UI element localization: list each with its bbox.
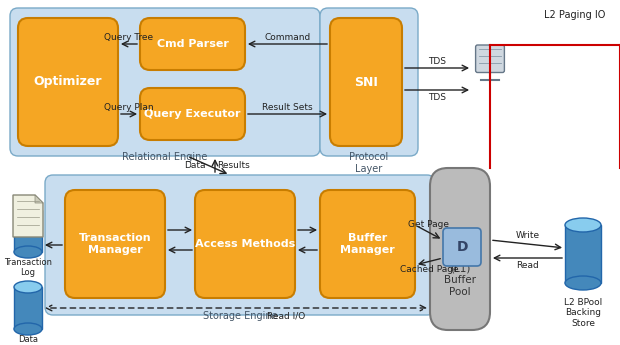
Text: Results: Results xyxy=(216,161,249,170)
FancyBboxPatch shape xyxy=(320,190,415,298)
Polygon shape xyxy=(13,195,43,237)
FancyBboxPatch shape xyxy=(10,8,320,156)
Text: Storage Engine: Storage Engine xyxy=(203,311,277,321)
Text: TDS: TDS xyxy=(428,92,446,101)
Text: Result Sets: Result Sets xyxy=(262,102,313,111)
Polygon shape xyxy=(35,195,43,203)
Text: Command: Command xyxy=(264,32,311,41)
FancyBboxPatch shape xyxy=(45,175,435,315)
Text: SNI: SNI xyxy=(354,76,378,89)
Polygon shape xyxy=(14,210,42,252)
Ellipse shape xyxy=(565,276,601,290)
Text: Access Methods: Access Methods xyxy=(195,239,295,249)
Text: Write: Write xyxy=(515,231,539,240)
Text: TDS: TDS xyxy=(428,57,446,66)
Text: L2 Paging IO: L2 Paging IO xyxy=(544,10,606,20)
Text: Query Plan: Query Plan xyxy=(104,102,154,111)
Text: Read: Read xyxy=(516,262,539,270)
Text: Buffer
Manager: Buffer Manager xyxy=(340,233,395,255)
FancyBboxPatch shape xyxy=(195,190,295,298)
Text: Read I/O: Read I/O xyxy=(267,312,305,321)
FancyBboxPatch shape xyxy=(18,18,118,146)
Text: Data
Files: Data Files xyxy=(18,335,38,345)
Text: Optimizer: Optimizer xyxy=(33,76,102,89)
Text: Protocol
Layer: Protocol Layer xyxy=(350,152,389,174)
Text: Get Page: Get Page xyxy=(409,220,450,229)
Text: L2 BPool
Backing
Store: L2 BPool Backing Store xyxy=(564,298,602,328)
FancyBboxPatch shape xyxy=(330,18,402,146)
Ellipse shape xyxy=(14,204,42,216)
Polygon shape xyxy=(14,287,42,329)
Text: Data: Data xyxy=(184,161,205,170)
Text: (L1)
Buffer
Pool: (L1) Buffer Pool xyxy=(444,263,476,297)
Text: Transaction
Manager: Transaction Manager xyxy=(79,233,151,255)
FancyBboxPatch shape xyxy=(65,190,165,298)
Ellipse shape xyxy=(14,281,42,293)
Text: Query Executor: Query Executor xyxy=(144,109,241,119)
FancyBboxPatch shape xyxy=(430,168,490,330)
FancyBboxPatch shape xyxy=(443,228,481,266)
Text: Transaction
Log: Transaction Log xyxy=(4,258,52,277)
Text: Relational Engine: Relational Engine xyxy=(122,152,208,162)
Text: Query Tree: Query Tree xyxy=(104,32,154,41)
FancyBboxPatch shape xyxy=(476,45,505,72)
FancyBboxPatch shape xyxy=(140,88,245,140)
Ellipse shape xyxy=(565,218,601,232)
Polygon shape xyxy=(565,225,601,283)
Text: D: D xyxy=(456,240,467,254)
Ellipse shape xyxy=(14,246,42,258)
FancyBboxPatch shape xyxy=(140,18,245,70)
FancyBboxPatch shape xyxy=(320,8,418,156)
Ellipse shape xyxy=(14,323,42,335)
Text: Cached Page: Cached Page xyxy=(400,265,458,274)
Text: Cmd Parser: Cmd Parser xyxy=(157,39,228,49)
